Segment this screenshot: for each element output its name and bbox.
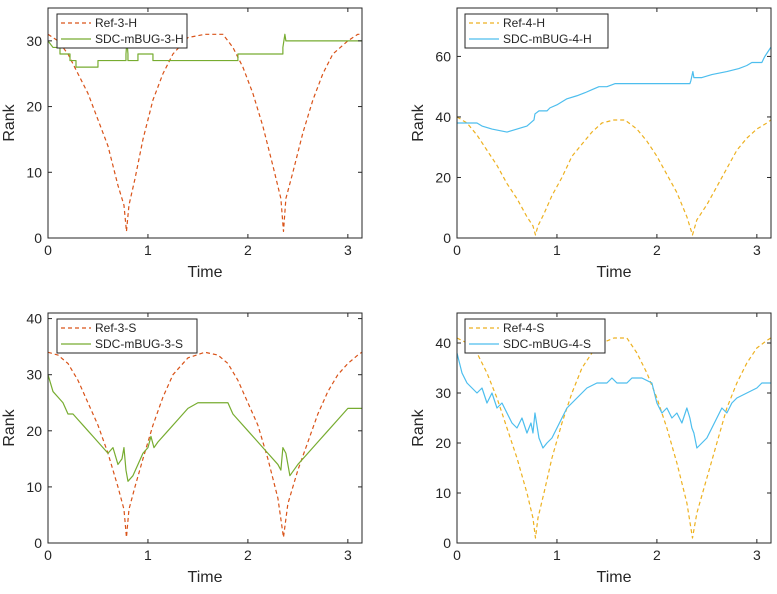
series-group [457, 337, 771, 539]
legend-box [464, 13, 609, 49]
y-tick-label: 10 [435, 485, 451, 501]
y-tick-label: 40 [26, 311, 42, 327]
x-tick-label: 2 [244, 242, 252, 258]
y-axis-label: Rank [410, 408, 427, 446]
x-tick-label: 2 [653, 547, 661, 563]
x-axis-label: Time [597, 569, 632, 586]
x-tick-label: 0 [453, 242, 461, 258]
legend: Ref-4-H SDC-mBUG-4-H [464, 13, 609, 49]
y-axis-label: Rank [1, 103, 18, 141]
y-tick-label: 0 [34, 535, 42, 551]
legend-box [56, 318, 198, 354]
legend-label: SDC-mBUG-3-S [95, 337, 183, 351]
legend-label: Ref-4-H [503, 16, 545, 30]
x-tick-label: 1 [553, 242, 561, 258]
x-tick-label: 3 [753, 547, 761, 563]
legend: Ref-4-S SDC-mBUG-4-S [464, 318, 606, 354]
y-axis-label: Rank [410, 103, 427, 141]
x-tick-label: 1 [553, 547, 561, 563]
plot-frame [456, 7, 772, 239]
x-tick-label: 2 [653, 242, 661, 258]
x-tick-label: 0 [44, 242, 52, 258]
series-line-2 [48, 374, 362, 482]
y-tick-label: 30 [26, 367, 42, 383]
legend: Ref-3-H SDC-mBUG-3-H [56, 13, 188, 49]
y-axis-label: Rank [1, 408, 18, 446]
legend-label: Ref-4-S [503, 321, 544, 335]
series-line-2 [457, 352, 771, 449]
plot-frame [47, 7, 363, 239]
legend-box [56, 13, 188, 49]
legend-label: SDC-mBUG-3-H [95, 32, 184, 46]
y-tick-label: 0 [443, 230, 451, 246]
series-group [48, 351, 362, 538]
x-tick-label: 3 [344, 242, 352, 258]
y-tick-label: 40 [435, 335, 451, 351]
y-tick-label: 0 [443, 535, 451, 551]
y-tick-label: 40 [435, 109, 451, 125]
y-tick-label: 10 [26, 164, 42, 180]
legend-label: Ref-3-H [95, 16, 137, 30]
y-tick-label: 20 [435, 169, 451, 185]
y-tick-label: 20 [26, 423, 42, 439]
y-tick-label: 30 [26, 33, 42, 49]
x-tick-label: 1 [144, 547, 152, 563]
x-axis-label: Time [597, 264, 632, 281]
series-line-1 [48, 33, 362, 233]
plot-frame [47, 312, 363, 544]
legend-label: SDC-mBUG-4-S [503, 337, 591, 351]
x-tick-label: 1 [144, 242, 152, 258]
x-tick-label: 2 [244, 547, 252, 563]
series-group [457, 47, 771, 236]
y-tick-label: 60 [435, 48, 451, 64]
y-tick-label: 20 [435, 435, 451, 451]
y-tick-label: 30 [435, 385, 451, 401]
x-tick-label: 3 [344, 547, 352, 563]
y-tick-label: 10 [26, 479, 42, 495]
series-line-1 [457, 116, 771, 236]
chart-panel-2: 0 1 2 3 0 20 40 60 Time Rank Ref-4-H SDC-mBUG-4-H [410, 7, 772, 281]
legend-label: SDC-mBUG-4-H [503, 32, 592, 46]
y-tick-label: 0 [34, 230, 42, 246]
series-line-1 [48, 351, 362, 538]
legend-box [464, 318, 606, 354]
legend-label: Ref-3-S [95, 321, 136, 335]
series-line-1 [457, 337, 771, 539]
x-axis-label: Time [188, 569, 223, 586]
plot-frame [456, 312, 772, 544]
series-line-2 [457, 47, 771, 133]
legend: Ref-3-S SDC-mBUG-3-S [56, 318, 198, 354]
y-tick-label: 20 [26, 99, 42, 115]
x-tick-label: 0 [44, 547, 52, 563]
x-axis-label: Time [188, 264, 223, 281]
x-tick-label: 3 [753, 242, 761, 258]
x-tick-label: 0 [453, 547, 461, 563]
